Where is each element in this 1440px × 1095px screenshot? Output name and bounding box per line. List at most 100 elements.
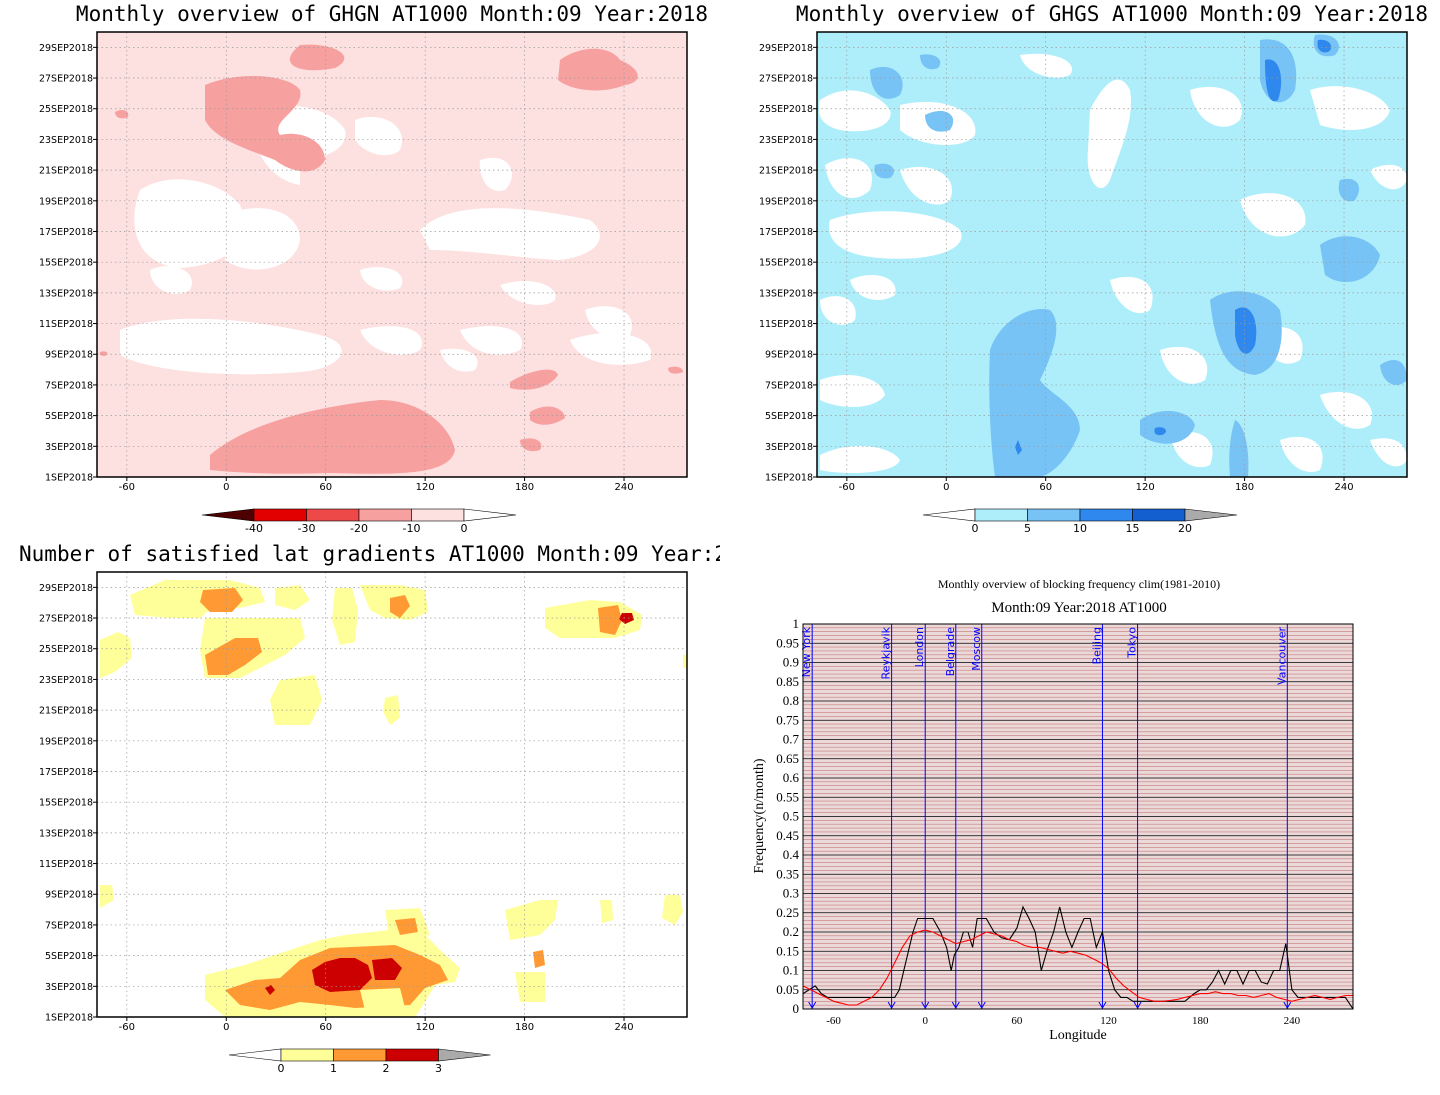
- colorbar-segment: [1132, 508, 1186, 522]
- x-tick-label: 120: [416, 482, 435, 493]
- y-tick-label: 17SEP2018: [759, 227, 813, 238]
- colorbar-end: [201, 508, 255, 522]
- city-arrow: [977, 1001, 986, 1009]
- y-tick-label: 0.45: [776, 828, 799, 843]
- colorbar-label: 10: [1073, 522, 1087, 535]
- colorbar-label: 3: [435, 1062, 442, 1075]
- colorbar-label: -20: [350, 522, 368, 535]
- y-tick-label: 25SEP2018: [39, 644, 93, 655]
- colorbar-segment: [1079, 508, 1133, 522]
- blocking-title: Monthly overview of blocking frequency c…: [938, 577, 1220, 591]
- y-tick-label: 25SEP2018: [39, 104, 93, 115]
- x-tick-label: 180: [1192, 1015, 1209, 1027]
- x-tick-label: 240: [614, 482, 633, 493]
- ghgn-panel: Monthly overview of GHGN AT1000 Month:09…: [0, 0, 720, 545]
- y-tick-label: 13SEP2018: [39, 288, 93, 299]
- city-label: Belgrade: [944, 627, 957, 677]
- y-tick-label: 13SEP2018: [759, 288, 813, 299]
- y-tick-label: 21SEP2018: [759, 166, 813, 177]
- colorbar-label: 15: [1126, 522, 1140, 535]
- y-tick-label: 11SEP2018: [39, 859, 93, 870]
- x-tick-label: 0: [223, 482, 229, 493]
- blocking-chart: Monthly overview of blocking frequency c…: [752, 577, 1354, 1043]
- city-arrow: [887, 1001, 896, 1009]
- y-tick-label: 5SEP2018: [765, 411, 813, 422]
- colorbar-label: -10: [403, 522, 421, 535]
- x-tick-label: 120: [1100, 1015, 1117, 1027]
- y-tick-label: 3SEP2018: [45, 442, 93, 453]
- colorbar-label: -40: [245, 522, 263, 535]
- colorbar-segment: [974, 508, 1028, 522]
- x-tick-label: 120: [1136, 482, 1155, 493]
- y-tick-label: 1SEP2018: [45, 473, 93, 484]
- x-tick-label: 0: [943, 482, 949, 493]
- x-tick-label: 240: [614, 1022, 633, 1033]
- y-tick-label: 0.3: [783, 886, 799, 901]
- y-tick-label: 0.9: [783, 655, 799, 670]
- colorbar-end: [1184, 508, 1238, 522]
- colorbar-segment: [280, 1048, 334, 1062]
- y-tick-label: 19SEP2018: [39, 196, 93, 207]
- y-tick-label: 5SEP2018: [45, 951, 93, 962]
- ghgs-panel: Monthly overview of GHGS AT1000 Month:09…: [720, 0, 1440, 545]
- city-label: Beijing: [1090, 627, 1103, 664]
- colorbar-segment: [385, 1048, 439, 1062]
- city-arrow: [921, 1001, 930, 1009]
- y-tick-label: 0.95: [776, 635, 799, 650]
- y-tick-label: 9SEP2018: [45, 350, 93, 361]
- city-label: London: [913, 627, 926, 667]
- y-tick-label: 3SEP2018: [45, 982, 93, 993]
- y-tick-label: 0.65: [776, 751, 799, 766]
- y-tick-label: 0.25: [776, 905, 799, 920]
- x-tick-label: -60: [839, 482, 855, 493]
- x-tick-label: 240: [1334, 482, 1353, 493]
- x-tick-label: 60: [1011, 1015, 1023, 1027]
- y-tick-label: 23SEP2018: [39, 675, 93, 686]
- colorbar-label: 20: [1178, 522, 1192, 535]
- colorbar-end: [463, 508, 517, 522]
- y-tick-label: 0.75: [776, 712, 799, 727]
- colorbar-segment: [1027, 508, 1081, 522]
- colorbar-end: [438, 1048, 491, 1062]
- y-tick-label: 15SEP2018: [39, 258, 93, 269]
- city-arrow: [1133, 1001, 1142, 1009]
- x-tick-label: 60: [319, 1022, 332, 1033]
- y-tick-label: 0.35: [776, 866, 799, 881]
- y-tick-label: 23SEP2018: [759, 135, 813, 146]
- y-tick-label: 7SEP2018: [765, 380, 813, 391]
- y-tick-label: 1SEP2018: [765, 473, 813, 484]
- y-tick-label: 17SEP2018: [39, 227, 93, 238]
- grad-panel: Number of satisfied lat gradients AT1000…: [0, 540, 765, 1091]
- ghgs-chart: Monthly overview of GHGS AT1000 Month:09…: [759, 2, 1428, 535]
- y-tick-label: 25SEP2018: [759, 104, 813, 115]
- city-label: New York: [800, 626, 813, 677]
- colorbar-label: 0: [972, 522, 979, 535]
- y-tick-label: 0.1: [783, 963, 799, 978]
- city-label: Tokyo: [1126, 627, 1139, 659]
- y-tick-label: 0.6: [783, 770, 800, 785]
- y-tick-label: 0: [793, 1001, 800, 1016]
- y-tick-label: 1SEP2018: [45, 1013, 93, 1024]
- y-tick-label: 29SEP2018: [39, 583, 93, 594]
- y-tick-label: 17SEP2018: [39, 767, 93, 778]
- colorbar-segment: [411, 508, 465, 522]
- x-tick-label: 60: [1039, 482, 1052, 493]
- x-tick-label: -60: [826, 1015, 841, 1027]
- colorbar-segment: [306, 508, 360, 522]
- ghgn-contours: [99, 44, 683, 474]
- y-tick-label: 0.85: [776, 674, 799, 689]
- colorbar-segment: [253, 508, 307, 522]
- y-tick-label: 9SEP2018: [45, 890, 93, 901]
- city-label: Vancouver: [1275, 627, 1288, 685]
- y-tick-label: 21SEP2018: [39, 706, 93, 717]
- city-label: Reykjavik: [880, 626, 893, 679]
- x-tick-label: -60: [119, 482, 135, 493]
- x-tick-label: 120: [416, 1022, 435, 1033]
- y-tick-label: 7SEP2018: [45, 380, 93, 391]
- colorbar-label: 0: [461, 522, 468, 535]
- y-tick-label: 21SEP2018: [39, 166, 93, 177]
- colorbar-label: 1: [330, 1062, 337, 1075]
- y-tick-label: 0.5: [783, 809, 799, 824]
- ghgs-title: Monthly overview of GHGS AT1000 Month:09…: [796, 2, 1428, 26]
- y-tick-label: 9SEP2018: [765, 350, 813, 361]
